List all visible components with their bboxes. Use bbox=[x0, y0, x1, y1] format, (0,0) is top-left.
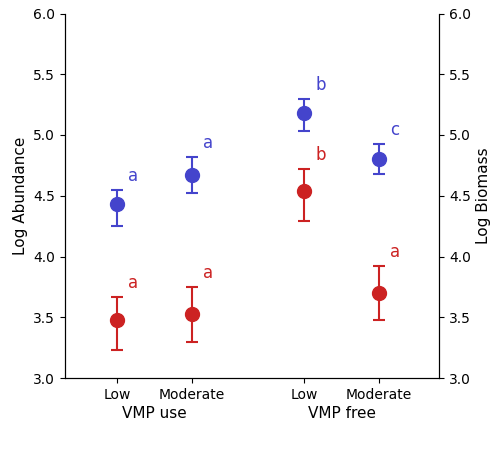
Text: VMP use: VMP use bbox=[122, 406, 187, 421]
Text: a: a bbox=[129, 167, 139, 185]
Y-axis label: Log Abundance: Log Abundance bbox=[12, 136, 27, 255]
Text: a: a bbox=[204, 134, 214, 152]
Text: c: c bbox=[391, 121, 400, 139]
Text: a: a bbox=[391, 243, 401, 261]
Text: b: b bbox=[316, 76, 326, 94]
Text: a: a bbox=[204, 264, 214, 282]
Text: VMP free: VMP free bbox=[308, 406, 376, 421]
Text: a: a bbox=[129, 274, 139, 292]
Y-axis label: Log Biomass: Log Biomass bbox=[477, 148, 492, 244]
Text: b: b bbox=[316, 146, 326, 164]
